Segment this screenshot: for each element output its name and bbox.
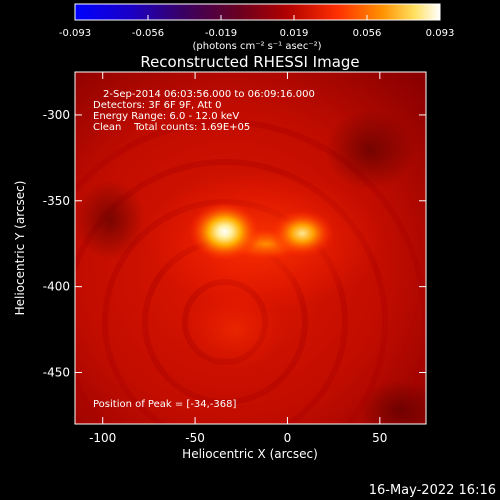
info-time-range: 2-Sep-2014 06:03:56.000 to 06:09:16.000 [103,89,315,100]
colorbar-tick-label: -0.056 [132,28,164,39]
colorbar-tick-label: -0.019 [205,28,237,39]
y-tick-label: -450 [43,365,70,379]
plot-title: Reconstructed RHESSI Image [140,53,359,71]
info-text: 2-Sep-2014 06:03:56.000 to 06:09:16.000 … [93,89,315,133]
y-tick-label: -350 [43,194,70,208]
generation-timestamp: 16-May-2022 16:16 [369,483,496,498]
dark-region [360,380,426,424]
colorbar-gradient [74,3,441,21]
x-axis-label: Heliocentric X (arcsec) [182,447,318,461]
colorbar-tick-label: 0.019 [280,28,309,39]
dark-region [75,180,145,260]
y-axis-label: Heliocentric Y (arcsec) [13,181,27,316]
x-tick-label: 0 [284,431,292,445]
colorbar-tick-label: 0.056 [353,28,382,39]
y-tick-label: -400 [43,280,70,294]
secondary-source [270,209,335,258]
colorbar-tick-label: 0.093 [426,28,455,39]
x-tick-label: -50 [185,431,205,445]
colorbar-tick-label: -0.093 [59,28,91,39]
colorbar-ticks: -0.093 -0.056 -0.019 0.019 0.056 0.093 [59,15,454,39]
plot-frame [74,71,427,425]
info-clean-counts: Clean Total counts: 1.69E+05 [93,122,250,133]
info-energy-range: Energy Range: 6.0 - 12.0 keV [93,111,239,122]
info-detectors: Detectors: 3F 6F 9F, Att 0 [93,100,221,111]
source-halo [185,290,285,370]
dark-region [325,110,415,190]
x-axis: -100 -50 0 50 [89,72,387,445]
y-axis: -300 -350 -400 -450 [43,108,426,379]
image-panel: 2-Sep-2014 06:03:56.000 to 06:09:16.000 … [75,72,426,424]
y-tick-label: -300 [43,108,70,122]
colorbar: -0.093 -0.056 -0.019 0.019 0.056 0.093 (photo… [59,3,454,52]
x-tick-label: -100 [89,431,116,445]
peak-source [188,201,261,262]
colorbar-unit-label: (photons cm⁻² s⁻¹ asec⁻²) [192,41,321,52]
peak-position-text: Position of Peak = [-34,-368] [93,399,237,410]
x-tick-label: 50 [372,431,387,445]
